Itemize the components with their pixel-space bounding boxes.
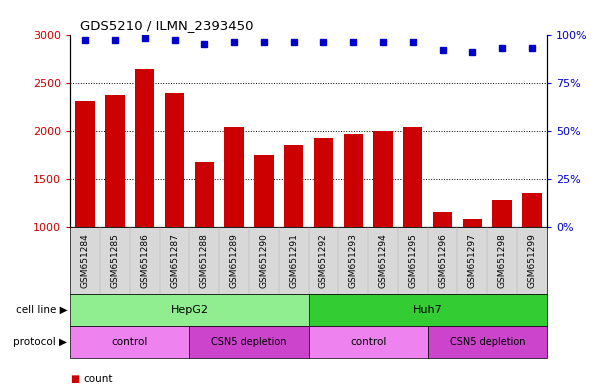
Text: GSM651291: GSM651291	[289, 233, 298, 288]
Text: HepG2: HepG2	[170, 305, 208, 315]
Text: GSM651293: GSM651293	[349, 233, 357, 288]
Text: GDS5210 / ILMN_2393450: GDS5210 / ILMN_2393450	[80, 19, 254, 32]
Bar	[135, 69, 155, 227]
Bar	[105, 95, 125, 227]
Text: CSN5 depletion: CSN5 depletion	[450, 336, 525, 347]
Bar	[254, 155, 274, 227]
Bar	[314, 138, 333, 227]
Bar	[76, 101, 95, 227]
Bar	[224, 127, 244, 227]
Bar	[284, 145, 303, 227]
Bar	[433, 212, 452, 227]
Text: GSM651294: GSM651294	[379, 233, 387, 288]
Text: GSM651290: GSM651290	[260, 233, 268, 288]
Text: count: count	[84, 374, 113, 384]
Text: GSM651285: GSM651285	[111, 233, 119, 288]
Text: GSM651299: GSM651299	[527, 233, 536, 288]
Bar	[373, 131, 393, 227]
Bar	[195, 162, 214, 227]
Text: GSM651295: GSM651295	[408, 233, 417, 288]
Text: GSM651288: GSM651288	[200, 233, 209, 288]
Text: GSM651289: GSM651289	[230, 233, 238, 288]
Text: GSM651287: GSM651287	[170, 233, 179, 288]
Text: GSM651292: GSM651292	[319, 233, 328, 288]
Bar	[522, 193, 541, 227]
Text: Huh7: Huh7	[413, 305, 442, 315]
Text: GSM651284: GSM651284	[81, 233, 90, 288]
Bar	[403, 127, 422, 227]
Bar	[343, 134, 363, 227]
Bar	[165, 93, 184, 227]
Bar	[463, 219, 482, 227]
Text: GSM651296: GSM651296	[438, 233, 447, 288]
Bar	[492, 200, 512, 227]
Text: cell line ▶: cell line ▶	[16, 305, 67, 315]
Text: GSM651286: GSM651286	[141, 233, 149, 288]
Text: ■: ■	[70, 374, 79, 384]
Text: control: control	[350, 336, 386, 347]
Text: protocol ▶: protocol ▶	[13, 336, 67, 347]
Text: control: control	[112, 336, 148, 347]
Text: GSM651297: GSM651297	[468, 233, 477, 288]
Text: CSN5 depletion: CSN5 depletion	[211, 336, 287, 347]
Text: GSM651298: GSM651298	[498, 233, 507, 288]
